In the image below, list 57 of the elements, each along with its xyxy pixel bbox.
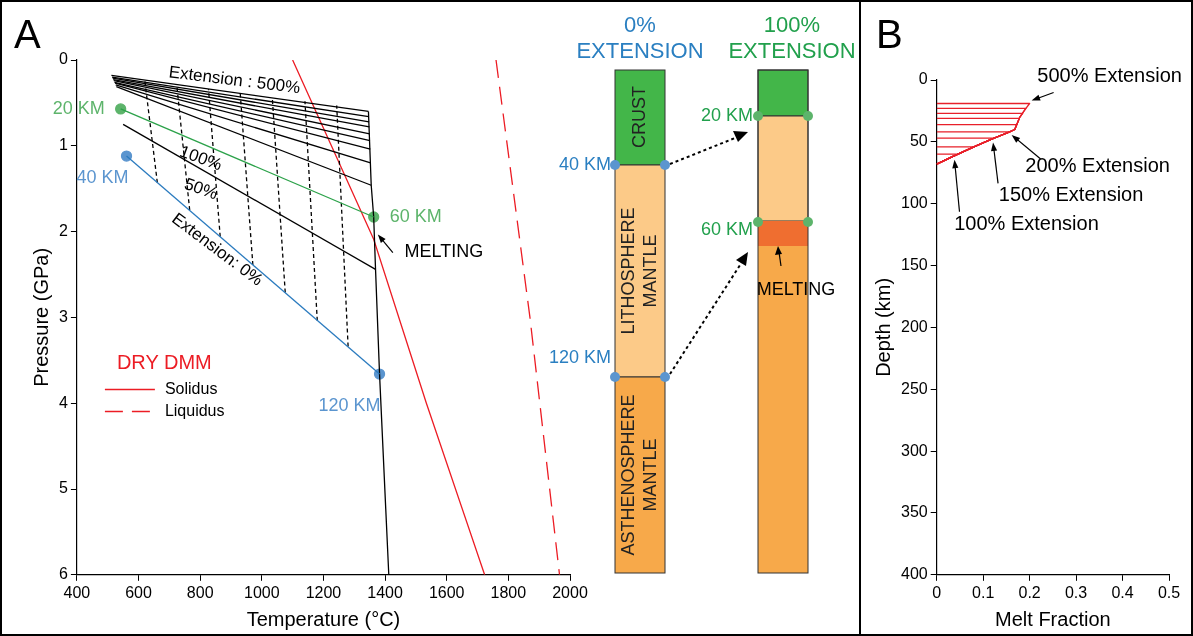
legend-label: Solidus [164, 379, 218, 397]
y-tick-label: 50 [909, 132, 928, 150]
x-tick-label: 0.2 [1018, 583, 1041, 601]
x-axis-title: Melt Fraction [995, 607, 1111, 630]
x-tick-label: 800 [186, 583, 214, 601]
annotation: 60 KM [389, 205, 442, 226]
annotation: 150% Extension [998, 182, 1144, 205]
annotation: 40 KM [558, 154, 611, 176]
annotation: 120 KM [318, 395, 381, 415]
y-tick-label: 6 [58, 565, 68, 583]
chart-title: B [876, 12, 903, 56]
x-tick-label: 0.5 [1157, 583, 1181, 601]
annotation: 200% Extension [1025, 154, 1170, 177]
x-tick-label: 1200 [305, 583, 342, 601]
y-tick-label: 2 [58, 222, 68, 240]
y-tick-label: 300 [900, 441, 928, 459]
y-axis-title: Depth (km) [871, 277, 894, 377]
y-tick-label: 200 [900, 317, 928, 335]
text: 100% EXTENSION [727, 11, 857, 65]
legend-title: DRY DMM [116, 350, 212, 373]
x-tick-label: 1800 [490, 583, 527, 601]
annotation: MELTING [404, 240, 484, 261]
legend-label: Liquidus [164, 401, 225, 419]
chart-title: A [14, 12, 41, 56]
y-tick-label: 1 [58, 136, 68, 154]
annotation: 40 KM [76, 167, 129, 188]
y-tick-label: 3 [58, 307, 68, 325]
x-tick-label: 1600 [428, 583, 465, 601]
annotation: 20 KM [52, 97, 105, 118]
y-tick-label: 0 [58, 50, 68, 68]
y-tick-label: 4 [58, 393, 68, 411]
x-tick-label: 0 [932, 583, 942, 601]
x-tick-label: 600 [125, 583, 152, 601]
y-tick-label: 350 [900, 503, 928, 521]
x-tick-label: 2000 [552, 583, 588, 601]
y-tick-label: 100 [900, 194, 928, 212]
y-tick-label: 0 [918, 70, 928, 88]
annotation: 500% Extension [1037, 64, 1182, 87]
text: 0% EXTENSION [575, 11, 705, 65]
x-tick-label: 0.3 [1064, 583, 1088, 601]
text: 20 KM [700, 105, 753, 127]
annotation: 50% [181, 174, 221, 204]
y-tick-label: 150 [900, 255, 928, 273]
y-tick-label: 5 [58, 479, 68, 497]
x-axis-title: Temperature (°C) [246, 607, 401, 630]
x-tick-label: 1000 [244, 583, 280, 601]
x-tick-label: 1400 [367, 583, 403, 601]
annotation: Extension : 500% [167, 62, 302, 98]
annotation: 100% [177, 141, 225, 175]
annotation: 100% Extension [954, 212, 1099, 235]
y-axis-title: Pressure (GPa) [29, 247, 52, 387]
annotation: 120 KM [548, 347, 611, 369]
x-tick-label: 0.4 [1111, 583, 1134, 601]
y-tick-label: 250 [900, 379, 928, 397]
text: 60 KM [700, 219, 753, 241]
x-tick-label: 0.1 [972, 583, 995, 601]
y-tick-label: 400 [900, 565, 928, 583]
